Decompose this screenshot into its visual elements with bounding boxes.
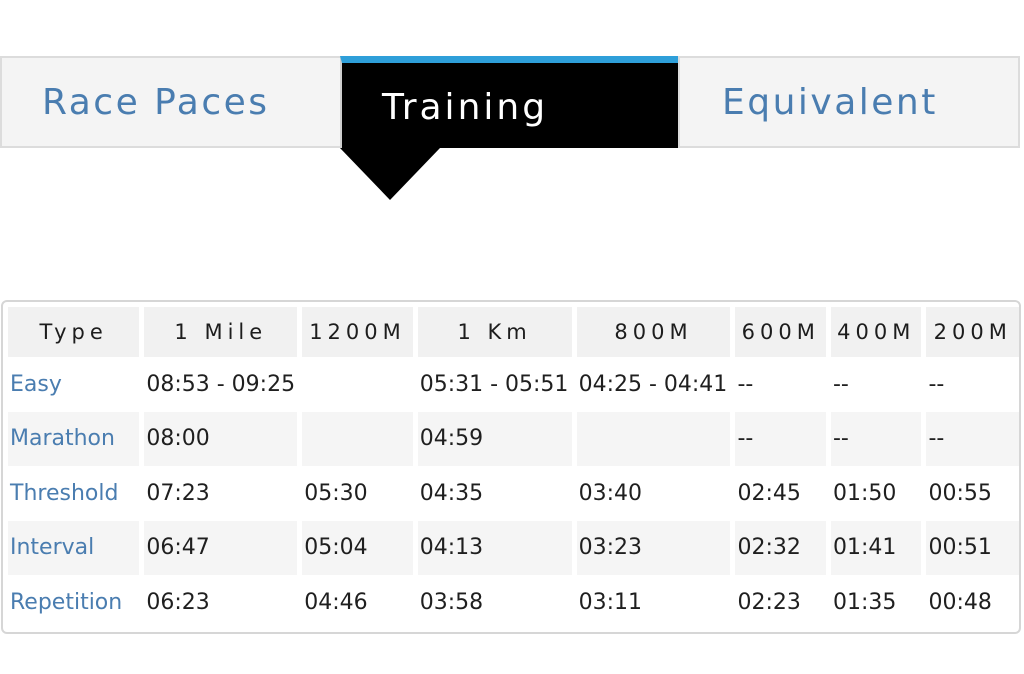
header-800m: 800M	[576, 307, 736, 357]
header-1-km: 1 Km	[417, 307, 577, 357]
table-cell: 00:51	[926, 520, 1019, 575]
row-type-easy[interactable]: Easy	[8, 357, 145, 412]
row-type-marathon[interactable]: Marathon	[8, 411, 145, 466]
table-cell: 03:23	[576, 520, 736, 575]
header-400m: 400M	[830, 307, 927, 357]
table-cell	[576, 411, 736, 466]
table-cell: 01:50	[831, 466, 927, 521]
tab-training[interactable]: Training	[340, 56, 680, 148]
row-type-interval[interactable]: Interval	[8, 520, 145, 575]
table-cell: 03:58	[418, 575, 577, 630]
header-600m: 600M	[735, 307, 831, 357]
table-cell: 01:41	[830, 520, 927, 575]
table-cell: 01:35	[831, 575, 927, 630]
table-cell: --	[735, 411, 831, 466]
table-cell: 02:45	[735, 466, 831, 521]
table-cell	[302, 357, 418, 412]
tab-equivalent-label: Equivalent	[722, 82, 938, 123]
training-paces-table: Type 1 Mile 1200M 1 Km 800M 600M 400M 20…	[8, 307, 1019, 630]
table-cell: 04:59	[417, 411, 577, 466]
tab-race-paces-label: Race Paces	[42, 82, 270, 123]
tab-training-label: Training	[382, 87, 549, 128]
row-type-threshold[interactable]: Threshold	[8, 466, 145, 521]
table-cell: --	[830, 411, 927, 466]
header-200m: 200M	[926, 307, 1019, 357]
table-cell: 00:48	[928, 589, 992, 615]
table-cell: 08:53 - 09:25	[144, 357, 303, 412]
training-paces-table-container: Type 1 Mile 1200M 1 Km 800M 600M 400M 20…	[1, 300, 1021, 634]
table-cell: 06:23	[144, 575, 303, 630]
table-cell: 05:30	[302, 466, 418, 521]
table-cell: 06:47	[144, 520, 303, 575]
table-cell: --	[928, 371, 945, 397]
table-row-easy: Easy 08:53 - 09:25 05:31 - 05:51 04:25 -…	[8, 357, 1019, 412]
table-cell: 03:11	[577, 575, 736, 630]
table-row-repetition: Repetition 06:23 04:46 03:58 03:11 02:23…	[8, 575, 1019, 630]
table-cell: 08:00	[144, 411, 303, 466]
table-cell: --	[735, 357, 831, 412]
table-cell: --	[926, 411, 1019, 466]
header-1200m: 1200M	[302, 307, 418, 357]
table-cell: 02:32	[735, 520, 831, 575]
header-type: Type	[8, 307, 145, 357]
row-type-repetition[interactable]: Repetition	[8, 575, 145, 630]
tab-equivalent[interactable]: Equivalent	[678, 56, 1020, 148]
table-cell: 05:31 - 05:51	[418, 357, 577, 412]
tab-race-paces[interactable]: Race Paces	[0, 56, 342, 148]
table-row-interval: Interval 06:47 05:04 04:13 03:23 02:32 0…	[8, 520, 1019, 575]
table-row-threshold: Threshold 07:23 05:30 04:35 03:40 02:45 …	[8, 466, 1019, 521]
table-cell: 04:35	[418, 466, 577, 521]
table-cell	[302, 411, 418, 466]
pace-tabs: Race Paces Training Equivalent	[0, 56, 1020, 148]
table-cell: 03:40	[577, 466, 736, 521]
table-cell: 04:13	[417, 520, 577, 575]
table-cell: --	[831, 357, 927, 412]
table-cell: 00:55	[928, 480, 992, 506]
table-cell: 04:25 - 04:41	[577, 357, 736, 412]
table-cell: 05:04	[302, 520, 418, 575]
table-cell: 07:23	[144, 466, 303, 521]
header-1-mile: 1 Mile	[144, 307, 303, 357]
active-tab-pointer	[340, 148, 440, 200]
table-cell: 04:46	[302, 575, 418, 630]
table-row-marathon: Marathon 08:00 04:59 -- -- --	[8, 411, 1019, 466]
table-cell: 02:23	[735, 575, 831, 630]
table-header-row: Type 1 Mile 1200M 1 Km 800M 600M 400M 20…	[8, 307, 1019, 357]
